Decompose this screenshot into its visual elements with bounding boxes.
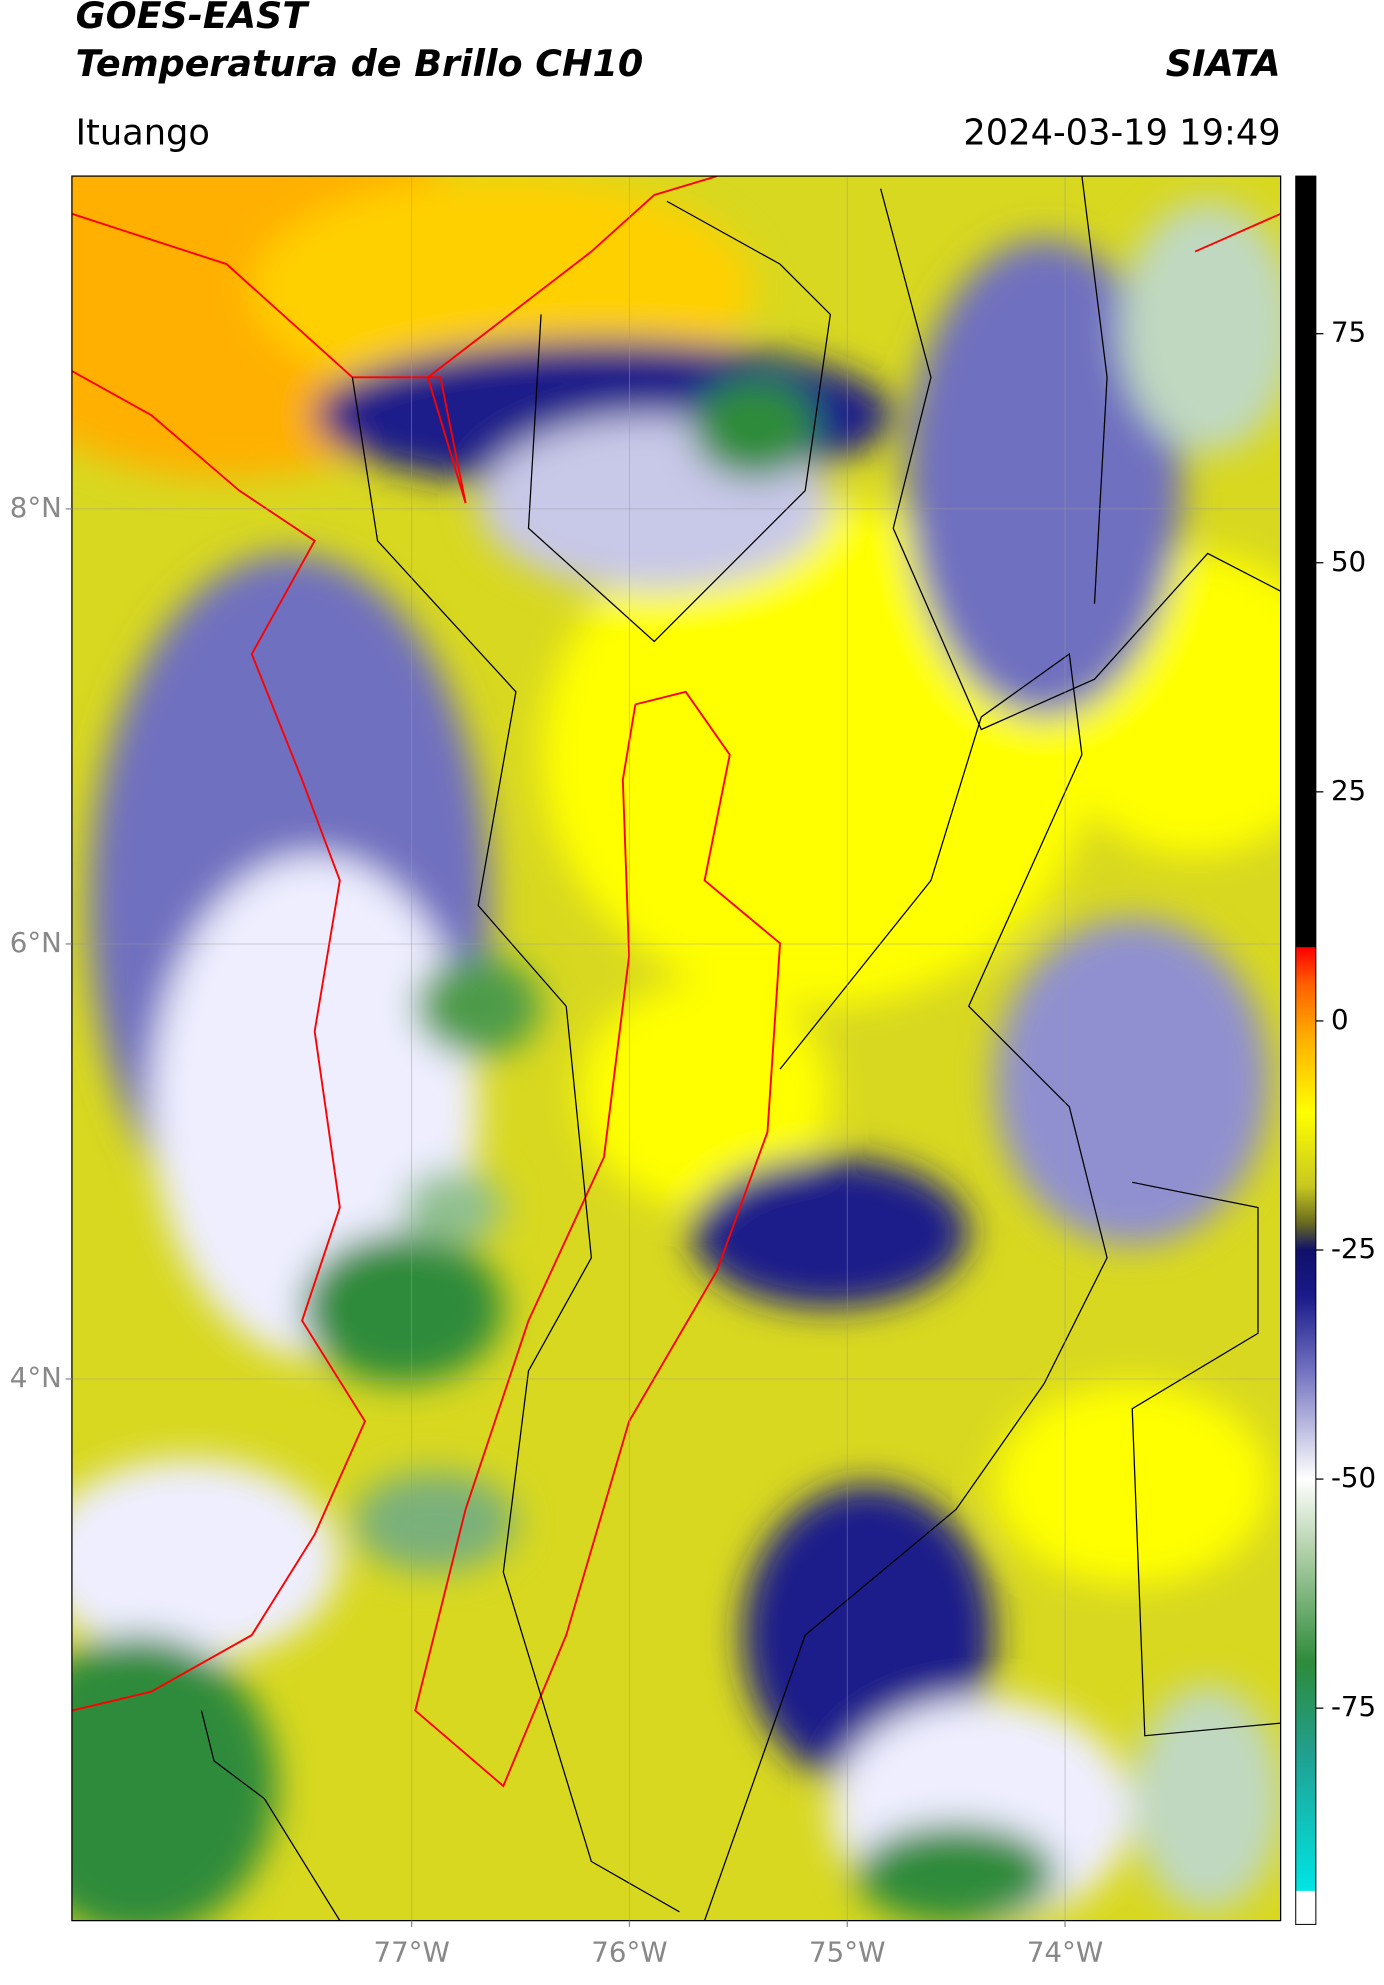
grid (71, 176, 1281, 1921)
colorbar-tick-label: 25 (1331, 774, 1366, 807)
colorbar-tick-label: 0 (1331, 1003, 1349, 1036)
brand: SIATA (1166, 42, 1281, 85)
map-frame (71, 175, 1282, 1922)
colorbar-tick-label: -25 (1331, 1232, 1376, 1265)
datetime: 2024-03-19 19:49 (963, 113, 1280, 154)
y-tick-label: 4°N (10, 1361, 62, 1394)
subtitle: Temperatura de Brillo CH10 (76, 42, 644, 85)
x-tick-label: 77°W (373, 1935, 449, 1968)
y-tick-label: 8°N (10, 491, 62, 524)
x-tick-label: 76°W (591, 1935, 667, 1968)
colorbar-tick-label: 50 (1331, 545, 1366, 578)
colorbar-tick-label: -50 (1331, 1461, 1376, 1494)
colorbar-tick-label: 75 (1331, 316, 1366, 349)
x-tick-label: 74°W (1027, 1935, 1103, 1968)
satellite-image (71, 176, 1281, 1921)
colorbar-tick-label: -75 (1331, 1690, 1376, 1723)
colorbar (1295, 175, 1317, 1925)
y-tick-label: 6°N (10, 926, 62, 959)
x-tick-label: 75°W (809, 1935, 885, 1968)
title: GOES-EAST (76, 0, 311, 37)
location: Ituango (76, 113, 210, 154)
